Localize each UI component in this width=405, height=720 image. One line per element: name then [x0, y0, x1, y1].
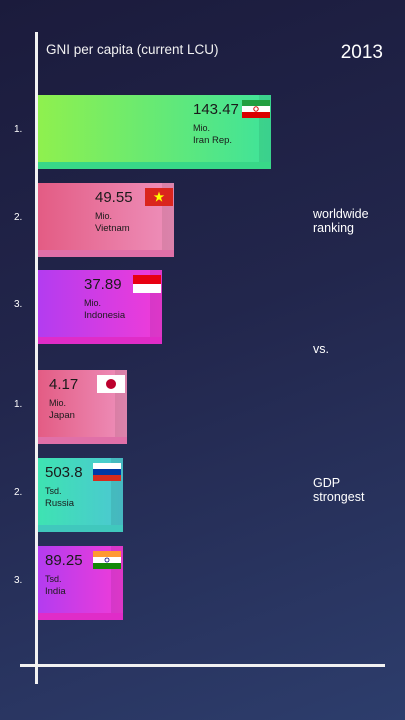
value-label: 37.89: [84, 276, 122, 293]
rank-label: 2.: [14, 487, 23, 498]
chart-title: GNI per capita (current LCU): [46, 42, 219, 57]
country-label: Indonesia: [84, 310, 126, 321]
separator-label: vs.: [313, 342, 329, 356]
unit-label: Mio.: [193, 123, 211, 133]
russia-flag-icon: [93, 463, 121, 481]
group-label-worldwide-ranking: worldwide ranking: [313, 207, 369, 235]
bar-base: [38, 613, 123, 620]
value-label: 89.25: [45, 552, 83, 569]
country-label: India: [45, 586, 66, 597]
country-label: Russia: [45, 498, 75, 509]
bar-base: [38, 525, 123, 532]
country-label: Japan: [49, 410, 75, 421]
unit-label: Tsd.: [45, 574, 62, 584]
value-label: 143.47: [193, 101, 239, 118]
bar-base: [38, 337, 162, 344]
rank-label: 3.: [14, 299, 23, 310]
iran-flag-icon: [242, 100, 270, 118]
unit-label: Tsd.: [45, 486, 62, 496]
value-label: 503.8: [45, 464, 83, 481]
japan-flag-icon: [97, 375, 125, 393]
indonesia-flag-icon: [133, 275, 161, 293]
india-flag-icon: [93, 551, 121, 569]
group-label-line-2: strongest: [313, 490, 365, 504]
bar-iran: [38, 95, 271, 169]
bar-fill: [38, 95, 271, 169]
value-label: 4.17: [49, 376, 79, 393]
vietnam-flag-icon: [145, 188, 173, 206]
x-axis-line: [20, 664, 385, 667]
rank-label: 2.: [14, 212, 23, 223]
year-label: 2013: [340, 42, 383, 63]
group-label-line-2: ranking: [313, 221, 354, 235]
y-axis-line: [35, 32, 38, 684]
value-label: 49.55: [95, 189, 133, 206]
bar-base: [38, 162, 271, 169]
bar-base: [38, 437, 127, 444]
rank-label: 1.: [14, 124, 23, 135]
country-label: Vietnam: [95, 223, 130, 234]
group-label-line-1: worldwide: [313, 207, 369, 221]
rank-label: 1.: [14, 399, 23, 410]
rank-label: 3.: [14, 575, 23, 586]
unit-label: Mio.: [84, 298, 102, 308]
bar-base: [38, 250, 174, 257]
group-label-line-1: GDP: [313, 476, 341, 490]
unit-label: Mio.: [49, 398, 67, 408]
country-label: Iran Rep.: [193, 135, 233, 146]
group-label-gdp-strongest: GDP strongest: [313, 476, 364, 504]
unit-label: Mio.: [95, 211, 113, 221]
